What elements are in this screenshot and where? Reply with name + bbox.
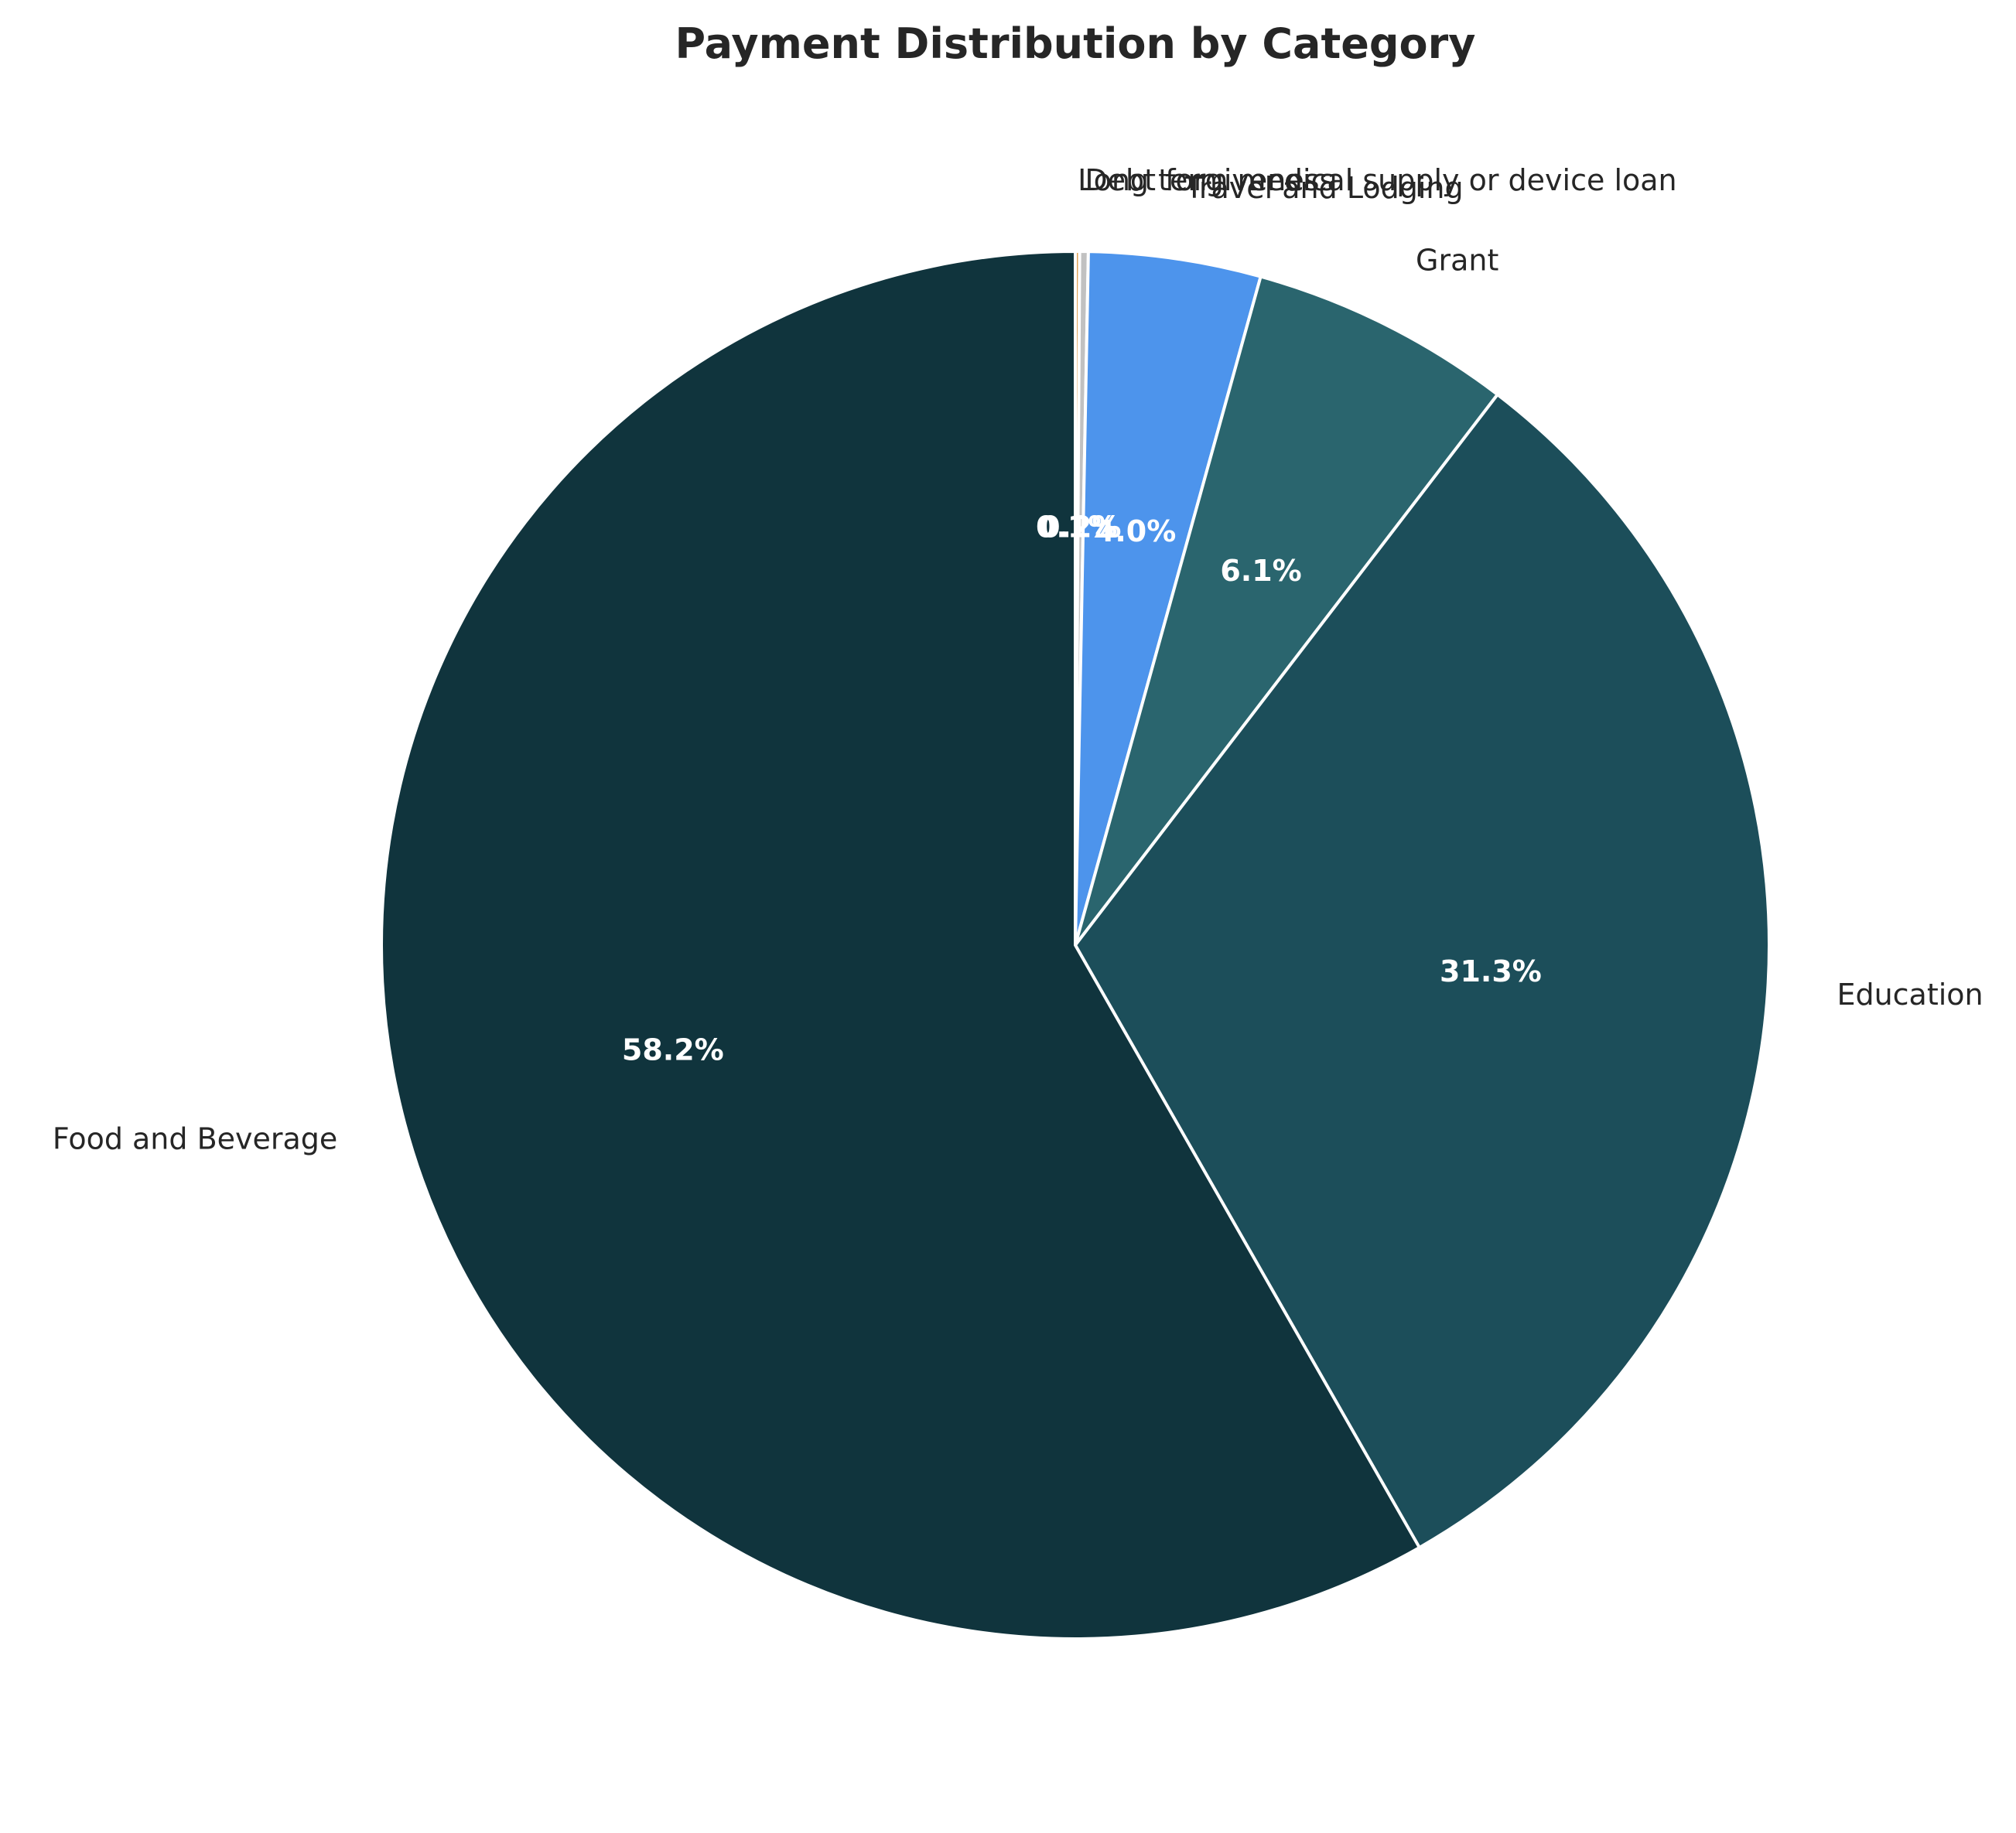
slice-percent-label: 0.1% — [1036, 510, 1117, 544]
slice-label: Education — [1837, 978, 1983, 1012]
pie-labels: Long term medical supply or device loan 0… — [53, 163, 1984, 1156]
slice-label: Travel and Lodging — [1184, 171, 1463, 205]
slice-percent-label: 6.1% — [1220, 554, 1301, 588]
pie-slice-education — [1074, 393, 1771, 1549]
pie-slice-food-and-beverage — [380, 250, 1421, 1640]
slice-label: Debt forgiveness — [1085, 163, 1334, 197]
slice-percent-label: 0.2% — [1040, 510, 1121, 544]
pie-slice-travel-and-lodging — [1074, 250, 1263, 947]
chart-title: Payment Distribution by Category — [675, 19, 1476, 68]
slice-percent-label: 58.2% — [622, 1033, 724, 1067]
slice-percent-label: 31.3% — [1440, 954, 1542, 988]
slice-label: Long term medical supply or device loan — [1078, 163, 1677, 197]
pie-slices — [380, 250, 1771, 1640]
slice-percent-label: 4.0% — [1095, 514, 1176, 548]
slice-label: Grant — [1416, 243, 1498, 277]
slice-label: Food and Beverage — [53, 1122, 338, 1156]
pie-slice-grant — [1074, 275, 1499, 947]
